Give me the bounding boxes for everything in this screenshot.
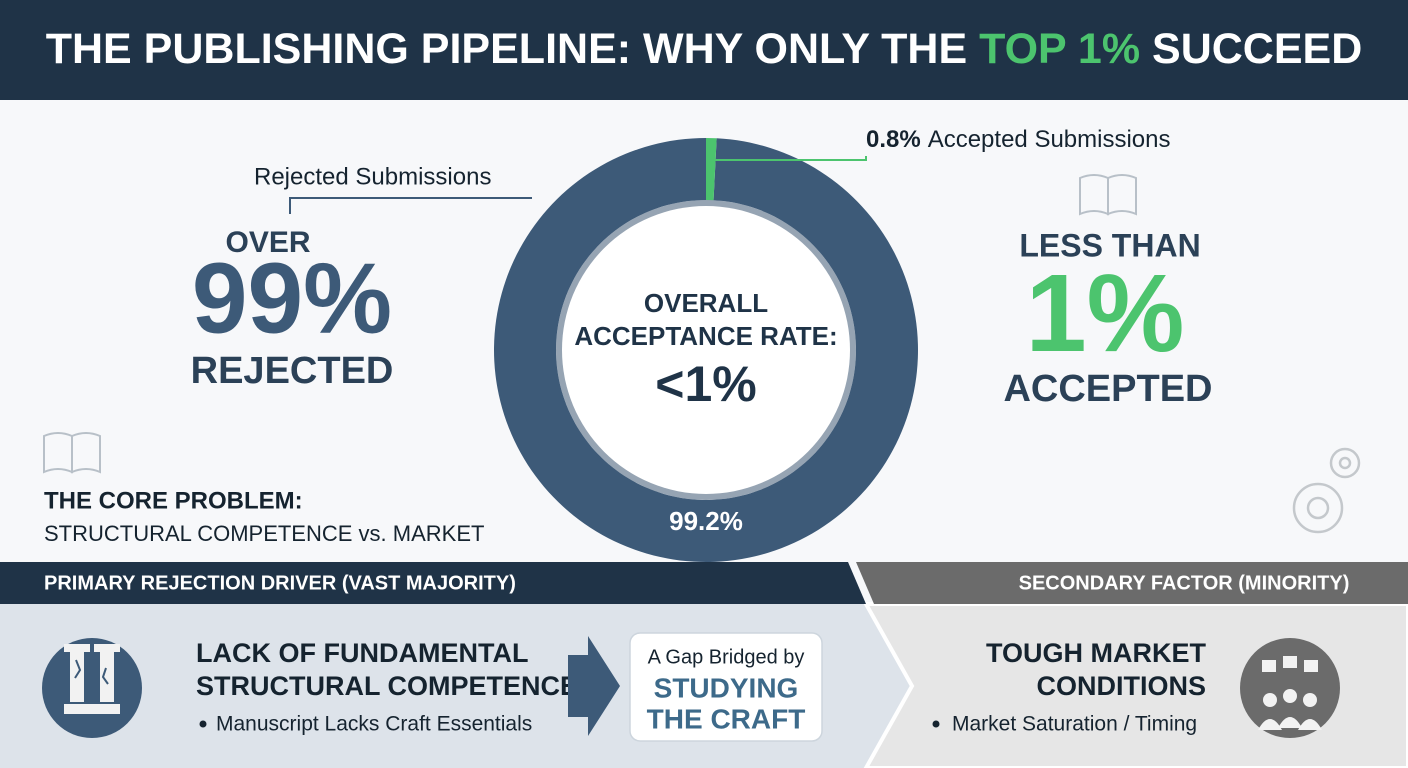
title: THE PUBLISHING PIPELINE: WHY ONLY THE TO…	[46, 25, 1363, 73]
stat-label: OVER	[225, 226, 310, 259]
data-label: 0.8%	[866, 126, 921, 153]
secondary-heading: TOUGH MARKET	[986, 638, 1207, 668]
secondary-heading: CONDITIONS	[1036, 671, 1206, 701]
title-part: THE PUBLISHING PIPELINE: WHY ONLY THE	[46, 25, 979, 73]
core-problem-text: STRUCTURAL COMPETENCE vs. MARKET	[44, 521, 484, 546]
book-icon	[43, 174, 1137, 474]
leader-line	[712, 156, 867, 161]
center-label: ACCEPTANCE RATE:	[574, 321, 837, 351]
data-label: 99.2%	[669, 506, 743, 536]
primary-heading: STRUCTURAL COMPETENCE	[196, 671, 578, 701]
gear-icon	[1292, 447, 1361, 534]
banner-text: SECONDARY FACTOR (MINORITY)	[1019, 572, 1350, 594]
title-part: SUCCEED	[1140, 25, 1362, 73]
bridge-box	[629, 632, 823, 742]
primary-banner	[0, 562, 866, 604]
arrow	[568, 636, 620, 736]
pillar-icon	[42, 638, 142, 738]
stat-label: REJECTED	[191, 350, 394, 392]
donut-slice	[706, 138, 717, 201]
center-disc	[562, 206, 850, 494]
center-label: OVERALL	[644, 288, 768, 318]
primary-heading: LACK OF FUNDAMENTAL	[196, 638, 528, 668]
bullet	[932, 720, 940, 728]
bridge-emphasis: STUDYING	[654, 672, 799, 703]
title-highlight: TOP 1%	[979, 25, 1140, 73]
primary-bullet: Manuscript Lacks Craft Essentials	[216, 713, 532, 736]
secondary-banner	[856, 562, 1408, 604]
slice-label: 0.8% Accepted Submissions	[866, 126, 1171, 153]
stat-big: 99%	[192, 242, 392, 354]
banner-text: PRIMARY REJECTION DRIVER (VAST MAJORITY)	[44, 572, 516, 594]
stat-label: LESS THAN	[1019, 227, 1200, 263]
header-bar	[0, 0, 1408, 100]
bridge-emphasis: THE CRAFT	[647, 703, 806, 734]
crowd-icon	[1240, 638, 1340, 738]
stat-big: 1%	[1026, 252, 1185, 375]
center-value: <1%	[655, 356, 756, 412]
bridge-lead: A Gap Bridged by	[648, 646, 805, 668]
secondary-bullet: Market Saturation / Timing	[952, 713, 1197, 736]
core-problem-title: THE CORE PROBLEM:	[44, 487, 303, 514]
bullet	[199, 720, 207, 728]
leader-line	[289, 197, 532, 214]
stat-label: ACCEPTED	[1003, 368, 1212, 410]
slice-label-name: Accepted Submissions	[928, 126, 1171, 153]
slice-label: Rejected Submissions	[254, 163, 491, 190]
